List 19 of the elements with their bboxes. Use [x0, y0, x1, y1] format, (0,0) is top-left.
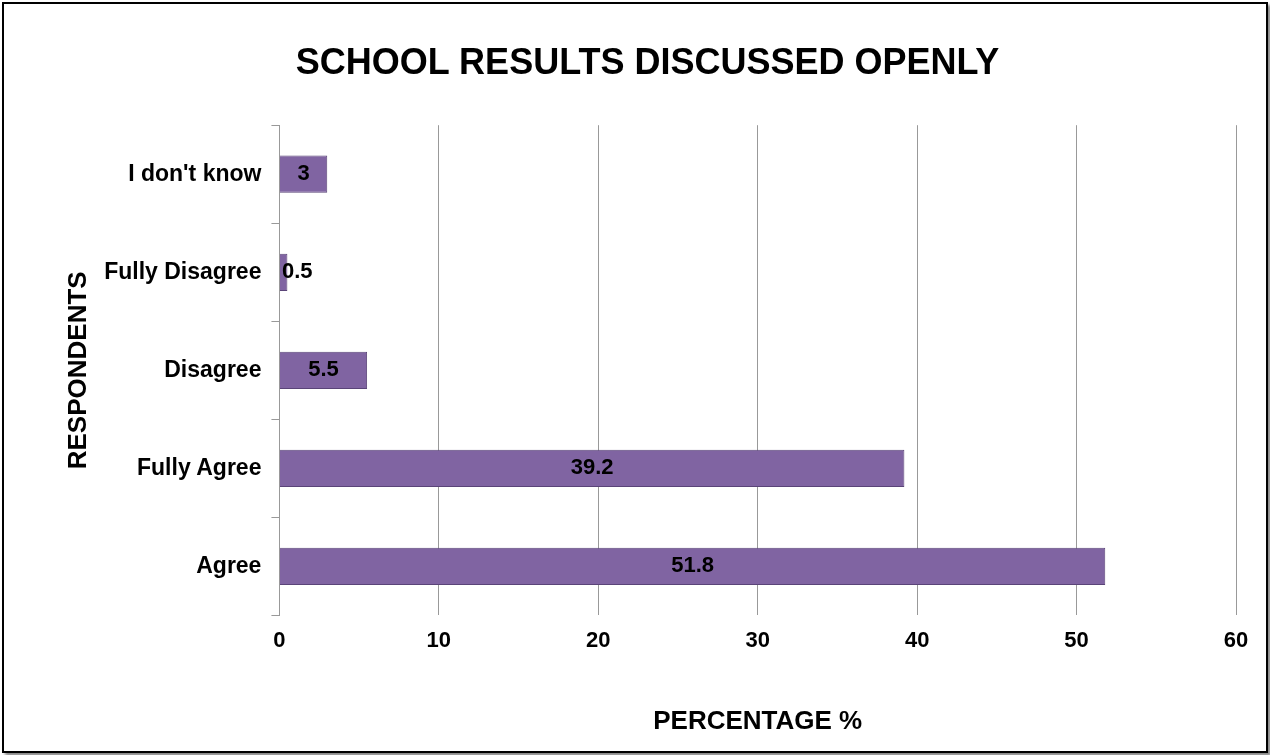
- data-label: 3: [297, 160, 310, 186]
- x-tick-label: 60: [1223, 626, 1249, 652]
- x-tick-label: 40: [904, 626, 930, 652]
- data-label: 51.8: [671, 552, 715, 578]
- x-tick-label: 50: [1064, 626, 1089, 652]
- chart-title: SCHOOL RESULTS DISCUSSED OPENLY: [295, 40, 1000, 82]
- y-axis-title: RESPONDENTS: [61, 271, 92, 470]
- y-tick-label: I don't know: [128, 159, 262, 186]
- y-tick-label: Disagree: [164, 355, 262, 382]
- data-label: 5.5: [308, 356, 339, 382]
- x-tick-label: 20: [586, 626, 611, 652]
- y-tick-label: Fully Agree: [137, 453, 262, 480]
- y-tick-label: Agree: [196, 551, 262, 578]
- x-tick-label: 0: [273, 626, 286, 652]
- x-axis-title: PERCENTAGE %: [653, 704, 863, 735]
- x-tick-label: 10: [426, 626, 452, 652]
- y-tick-label: Fully Disagree: [104, 257, 262, 284]
- data-label: 39.2: [570, 454, 614, 480]
- x-tick-label: 30: [745, 626, 770, 652]
